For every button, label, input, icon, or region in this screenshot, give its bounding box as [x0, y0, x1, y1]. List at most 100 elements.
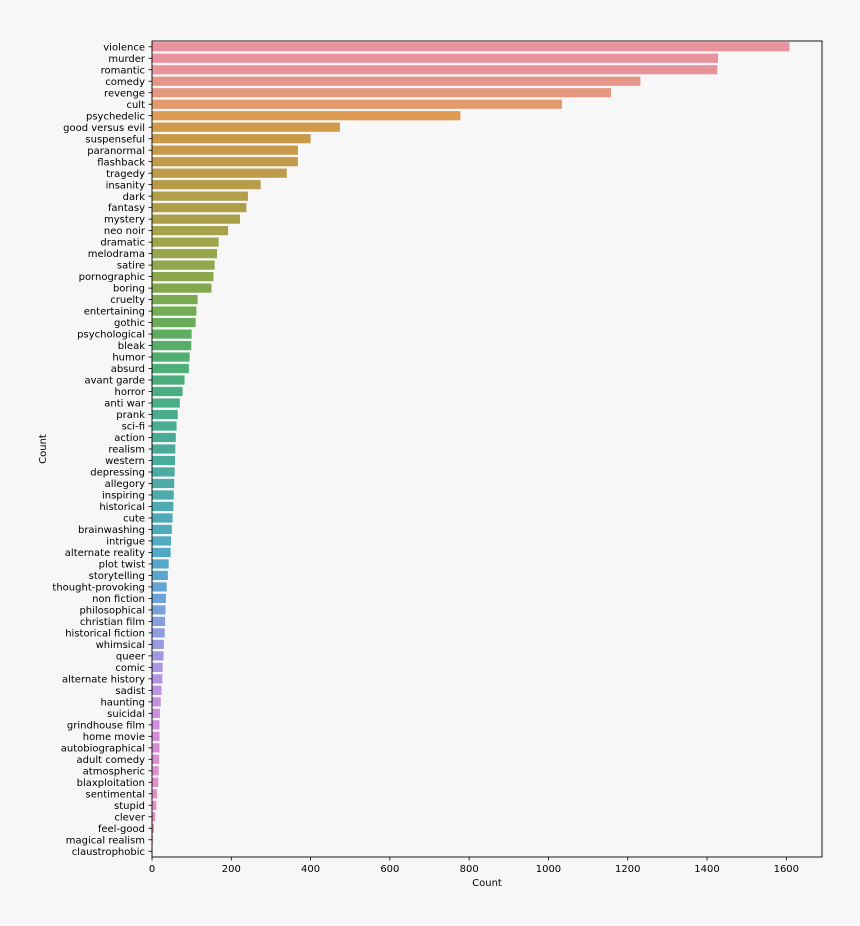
y-tick-label: sentimental — [86, 789, 145, 800]
bar-alternate-history — [152, 674, 163, 684]
y-tick-labels: violencemurderromanticcomedyrevengecultp… — [52, 42, 152, 858]
y-tick-label: avant garde — [84, 376, 145, 387]
bar-revenge — [152, 88, 612, 98]
bar-comic — [152, 662, 163, 672]
plot-frame — [151, 40, 823, 858]
bar-good-versus-evil — [152, 122, 340, 132]
bar-flashback — [152, 157, 298, 167]
bar-depressing — [152, 467, 175, 477]
y-tick-label: autobiographical — [61, 743, 145, 754]
bar-storytelling — [152, 570, 168, 581]
bar-non-fiction — [152, 593, 166, 603]
bar-mystery — [152, 214, 241, 224]
y-tick-label: humor — [112, 353, 146, 364]
y-tick-label: storytelling — [89, 571, 145, 582]
y-tick-label: satire — [117, 261, 145, 272]
bar-historical — [152, 501, 174, 512]
y-tick-label: tragedy — [106, 169, 145, 180]
y-tick-label: intrigue — [106, 537, 145, 548]
bar-neo-noir — [152, 226, 229, 236]
bar-boring — [152, 283, 212, 293]
y-tick-label: sci-fi — [122, 422, 145, 433]
bar-grindhouse-film — [152, 720, 160, 730]
bar-satire — [152, 260, 215, 270]
y-tick-label: plot twist — [99, 560, 145, 571]
y-tick-label: dark — [123, 192, 146, 203]
y-tick-label: boring — [113, 284, 145, 295]
bar-cute — [152, 513, 173, 523]
y-tick-label: queer — [116, 651, 146, 662]
bar-realism — [152, 444, 176, 454]
y-tick-label: psychedelic — [86, 111, 145, 122]
bar-cult — [152, 99, 562, 109]
bar-whimsical — [152, 639, 164, 649]
y-tick-label: suspenseful — [85, 134, 145, 145]
y-tick-label: paranormal — [87, 146, 145, 157]
bars — [152, 42, 790, 856]
bar-christian-film — [152, 616, 166, 626]
y-tick-label: thought-provoking — [52, 583, 145, 594]
y-tick-label: horror — [114, 387, 145, 398]
x-tick-label: 0 — [149, 864, 155, 875]
x-tick-label: 400 — [301, 864, 320, 875]
y-axis-label: Count — [38, 434, 49, 464]
y-tick-label: psychological — [77, 330, 145, 341]
x-tick-label: 600 — [380, 864, 399, 875]
y-tick-label: stupid — [114, 801, 145, 812]
y-tick-label: revenge — [104, 88, 145, 99]
bar-romantic — [152, 65, 718, 75]
y-tick-label: good versus evil — [63, 123, 145, 134]
x-axis-label: Count — [472, 878, 502, 889]
bar-prank — [152, 409, 178, 420]
y-tick-label: adult comedy — [77, 755, 146, 766]
bar-anti-war — [152, 398, 180, 408]
x-tick-label: 800 — [460, 864, 479, 875]
y-tick-label: christian film — [80, 617, 145, 628]
bar-stupid — [152, 800, 157, 810]
bar-adult-comedy — [152, 754, 160, 764]
y-tick-label: alternate reality — [65, 548, 145, 559]
y-tick-label: pornographic — [79, 272, 145, 283]
bar-paranormal — [152, 145, 298, 155]
bar-horror — [152, 386, 183, 397]
y-tick-label: gothic — [114, 318, 145, 329]
bar-comedy — [152, 76, 641, 86]
bar-allegory — [152, 478, 175, 489]
y-tick-label: feel-good — [98, 824, 145, 835]
bar-feel-good — [152, 823, 154, 833]
y-tick-label: clever — [114, 812, 145, 823]
bar-sentimental — [152, 789, 158, 799]
bar-plot-twist — [152, 559, 169, 569]
y-tick-label: action — [114, 433, 145, 444]
y-tick-label: inspiring — [102, 491, 145, 502]
bar-sadist — [152, 685, 162, 695]
y-tick-label: atmospheric — [83, 766, 145, 777]
bar-suicidal — [152, 708, 160, 718]
bar-violence — [152, 42, 790, 52]
bar-psychological — [152, 329, 192, 339]
bar-western — [152, 455, 175, 466]
bar-fantasy — [152, 203, 247, 213]
bar-pornographic — [152, 272, 214, 282]
bar-absurd — [152, 363, 189, 374]
y-tick-label: grindhouse film — [67, 720, 145, 731]
y-tick-label: claustrophobic — [72, 847, 145, 858]
y-tick-label: cruelty — [110, 295, 145, 306]
y-tick-label: fantasy — [108, 203, 145, 214]
y-tick-label: comic — [115, 663, 145, 674]
bar-brainwashing — [152, 524, 172, 535]
y-tick-label: alternate history — [62, 674, 145, 685]
bar-clever — [152, 812, 156, 822]
bar-blaxploitation — [152, 777, 159, 787]
y-tick-label: depressing — [90, 468, 145, 479]
y-tick-label: whimsical — [96, 640, 145, 651]
y-tick-label: neo noir — [104, 226, 146, 237]
y-tick-label: blaxploitation — [77, 778, 145, 789]
bar-sci-fi — [152, 421, 177, 431]
x-tick-label: 200 — [222, 864, 241, 875]
bar-bleak — [152, 340, 192, 351]
bar-cruelty — [152, 294, 198, 305]
y-tick-label: historical — [99, 502, 145, 513]
bar-action — [152, 432, 176, 443]
